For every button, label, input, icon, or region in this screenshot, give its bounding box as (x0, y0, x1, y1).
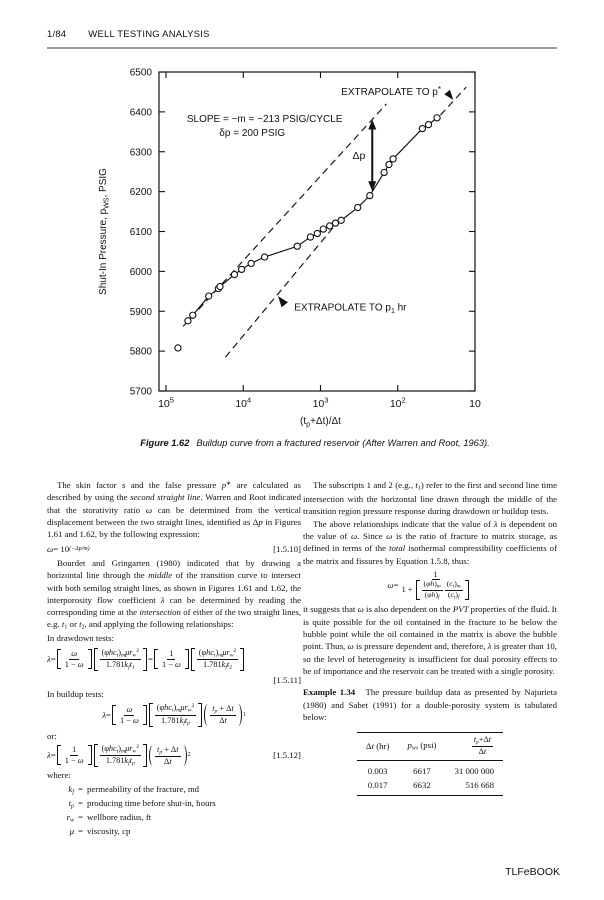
table-cell: 31 000 000 (454, 765, 495, 776)
paragraph-relationships: The above relationships indicate that th… (303, 518, 558, 566)
table-header: Δt (hr) (356, 732, 399, 761)
buildup-heading: In buildup tests: (47, 689, 104, 700)
figure-caption: Figure 1.62 Buildup curve from a fracture… (80, 438, 550, 448)
svg-text:6400: 6400 (130, 107, 153, 118)
table-row: 0.017 6632 516 668 (356, 778, 504, 797)
page-header: 1/84 WELL TESTING ANALYSIS (47, 29, 557, 49)
equation-tag-1-5-12: [1.5.12] (273, 750, 301, 761)
svg-text:SLOPE = −m = −213 PSIG/CYCLE: SLOPE = −m = −213 PSIG/CYCLE (187, 114, 343, 125)
where-label: where: (47, 769, 71, 780)
svg-text:EXTRAPOLATE TO p1 hr: EXTRAPOLATE TO p1 hr (294, 302, 407, 315)
table-header: pws (psi) (398, 732, 446, 761)
svg-text:104: 104 (235, 396, 251, 411)
svg-text:δp = 200 PSIG: δp = 200 PSIG (219, 128, 285, 139)
figure-caption-text: Buildup curve from a fractured reservoir… (196, 438, 490, 448)
table-cell: 6632 (398, 778, 446, 797)
equation-1-5-10: ω = 10 (−Δp/m) (47, 543, 90, 554)
buildup-data-table: Δt (hr) pws (psi) tp+Δt Δt 0.003 6617 31 000 0… (356, 732, 504, 797)
table-cell: 516 668 (445, 778, 504, 797)
table-header: tp+Δt Δt (445, 732, 504, 761)
svg-text:103: 103 (313, 396, 329, 411)
nomenclature-list: kf = permeability of the fracture, md tp = pr… (59, 783, 301, 837)
figure-caption-label: Figure 1.62 (140, 438, 190, 448)
definition-row: tp = producing time before shut-in, hours (68, 798, 216, 810)
example-1-34-paragraph: Example 1.34 The pressure buildup data a… (303, 687, 558, 722)
paragraph-skin-factor: The skin factor s and the false pressure… (47, 480, 302, 540)
svg-text:6100: 6100 (130, 227, 153, 238)
equation-tag-1-5-10: [1.5.10] (273, 543, 301, 554)
definition-row: μ = viscosity, cp (69, 826, 131, 837)
drawdown-heading: In drawdown tests: (47, 633, 114, 644)
svg-text:10: 10 (469, 398, 481, 410)
page-number: 1/84 (47, 29, 67, 40)
ebook-watermark: TLFeBOOK (505, 866, 560, 878)
or-label: or: (47, 730, 57, 741)
left-column: The skin factor s and the false pressure… (47, 479, 301, 838)
svg-text:6500: 6500 (130, 68, 153, 79)
figure-1-62: 5700 5800 5900 6000 6100 6200 6300 6400 6500 105 1… (92, 57, 592, 435)
svg-text:6200: 6200 (130, 187, 153, 198)
definition-row: rw = wellbore radius, ft (66, 812, 152, 824)
equation-1-5-10-row: ω = 10 (−Δp/m) [1.5.10] (47, 543, 301, 555)
svg-text:Shut-In Pressure, pWS, PSIG: Shut-In Pressure, pWS, PSIG (98, 168, 111, 295)
svg-text:5800: 5800 (130, 347, 153, 358)
table-cell: 0.017 (356, 778, 399, 797)
buildup-semilog-chart: 5700 5800 5900 6000 6100 6200 6300 6400 6500 105 1… (98, 68, 481, 429)
table-cell: 6617 (413, 765, 431, 776)
svg-text:5700: 5700 (130, 387, 153, 398)
svg-text:EXTRAPOLATE TO p*: EXTRAPOLATE TO p* (341, 85, 441, 98)
paragraph-bourdet: Bourdet and Gringarten (1980) indicated … (47, 557, 301, 632)
right-column: The subscripts 1 and 2 (e.g., t1) refer … (303, 479, 558, 797)
table-row: 0.003 6617 31 000 000 (357, 760, 503, 778)
svg-text:5900: 5900 (130, 307, 153, 318)
svg-text:6300: 6300 (130, 147, 153, 158)
definition-row: kf = permeability of the fracture, md (68, 784, 200, 796)
svg-text:(tp+Δt)/Δt: (tp+Δt)/Δt (300, 416, 341, 429)
chapter-title: WELL TESTING ANALYSIS (88, 29, 210, 40)
table-cell: 0.003 (367, 765, 388, 776)
equation-tag-1-5-11: [1.5.11] (273, 674, 301, 685)
paragraph-pvt: it suggests that ω is also dependent on … (303, 604, 557, 677)
svg-text:Δp: Δp (352, 150, 365, 162)
svg-text:105: 105 (158, 396, 174, 411)
svg-text:102: 102 (390, 396, 406, 411)
svg-text:6000: 6000 (130, 267, 153, 278)
paragraph-subscripts: The subscripts 1 and 2 (e.g., t1) refer … (303, 480, 557, 517)
